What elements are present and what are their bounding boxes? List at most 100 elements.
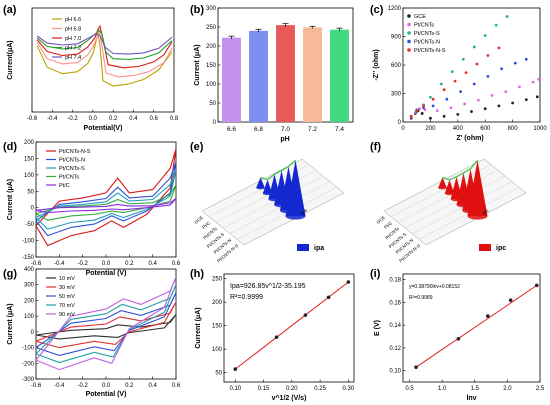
data-point [534, 283, 539, 288]
cone [444, 179, 455, 194]
x-tick-label: 1.5 [471, 386, 480, 392]
y-axis-title: E (V) [374, 320, 381, 336]
y-tick-label: 250 [206, 25, 217, 31]
y-tick-label: 100 [206, 82, 217, 88]
x-tick-label: 0 [401, 126, 405, 132]
series-line [35, 169, 177, 230]
x-tick-label: 0.2 [125, 261, 134, 267]
category-label: Pt/C [383, 220, 393, 230]
series-line [35, 292, 177, 356]
x-axis-title: lnv [466, 395, 476, 402]
y-tick-label: 1200 [388, 6, 402, 12]
x-tick-label: 0.8 [170, 116, 179, 122]
y-axis-title: Current (μA) [7, 179, 14, 220]
x-tick-label: 0.4 [148, 261, 157, 267]
data-point [486, 314, 490, 318]
data-point [537, 77, 541, 81]
x-tick-label: 0.0 [102, 261, 111, 267]
y-tick-label: -50 [25, 222, 34, 228]
bar [222, 37, 241, 122]
data-point [472, 82, 476, 86]
legend-swatch [297, 244, 309, 251]
panel-letter: (f) [370, 141, 381, 153]
legend-entry: Pt/C [59, 183, 70, 189]
x-tick-label: -0.6 [27, 116, 38, 122]
legend-entry: 50 mV [59, 294, 75, 300]
cone [285, 160, 306, 217]
grid-line [215, 170, 317, 223]
legend-swatch [407, 31, 411, 35]
data-point [409, 114, 413, 118]
grid-line [397, 170, 499, 223]
x-tick-label: 2.0 [503, 386, 512, 392]
x-tick-label: 600 [480, 126, 491, 132]
legend-entry: Pt/CNTs-N [414, 40, 440, 46]
data-point [535, 95, 539, 99]
bar [303, 27, 322, 123]
data-point [418, 107, 421, 111]
panel-letter: (h) [190, 268, 204, 280]
legend-entry: pH 6.6 [65, 17, 81, 23]
y-tick-label: 100 [24, 314, 35, 320]
x-tick-label: 2.5 [536, 386, 545, 392]
fit-annotation: R²=0.9989 [409, 295, 433, 301]
fit-annotation: y=0.38790lnv+0.08152 [409, 284, 460, 290]
y-tick-label: 0.14 [389, 323, 401, 329]
data-point [475, 62, 479, 66]
legend-entry: GCE [414, 14, 426, 20]
data-point [490, 94, 494, 97]
category-label: GCE [193, 215, 204, 225]
data-point [486, 75, 490, 78]
series-line [36, 33, 173, 55]
data-point [303, 313, 308, 317]
y-tick-label: 100 [212, 347, 223, 353]
x-axis-title: Potential (V) [86, 270, 127, 277]
panel-letter: (d) [3, 141, 17, 153]
x-tick-label: 0.25 [314, 386, 326, 392]
x-axis-title: pH [280, 136, 289, 143]
plot-frame [402, 273, 541, 383]
legend-entry: Pt/CNTs-N-S [414, 48, 446, 54]
data-point [442, 114, 446, 118]
grid-line [411, 181, 513, 234]
x-tick-label: 0.15 [258, 386, 270, 392]
x-tick-label: 7.2 [308, 126, 317, 133]
data-point [431, 104, 435, 108]
y-tick-label: 250 [212, 277, 223, 283]
data-point [483, 107, 487, 111]
x-tick-label: 0.30 [343, 386, 355, 392]
legend-entry: pH 6.8 [65, 27, 81, 33]
plot-frame [35, 141, 177, 258]
category-label: Pt/C [201, 220, 211, 230]
x-tick-label: -0.4 [54, 261, 65, 267]
y-axis-title: Current (μA) [195, 307, 202, 348]
data-point [422, 104, 425, 108]
series-line [35, 276, 177, 371]
category-label: GCE [375, 215, 386, 225]
data-point [504, 90, 508, 93]
legend-entry: Pt/CNTs-N [59, 158, 85, 164]
chart-a: -0.6 -0.4 -0.2 0.0 0.2 0.4 0.6 0.8 pH 6.6 pH 6.8 p… [7, 7, 179, 132]
data-point [472, 45, 476, 49]
legend-swatch [407, 39, 411, 44]
data-point [429, 95, 432, 99]
data-point [326, 295, 331, 300]
y-tick-label: 300 [24, 283, 35, 289]
legend-swatch [479, 244, 491, 251]
series-line [35, 198, 177, 214]
y-tick-label: 200 [206, 44, 217, 50]
bar [249, 30, 268, 122]
y-tick-label: 50 [215, 371, 222, 377]
y-tick-label: 600 [391, 63, 402, 69]
data-point [531, 80, 535, 84]
x-tick-label: 200 [425, 126, 436, 132]
x-axis-title: Potential(V) [84, 125, 123, 132]
cone [262, 179, 273, 194]
y-tick-label: 200 [24, 140, 35, 146]
data-point [233, 367, 238, 371]
grid-line [208, 164, 310, 217]
x-tick-label: 0.10 [229, 386, 241, 392]
data-point [445, 97, 449, 101]
data-point [456, 113, 460, 116]
